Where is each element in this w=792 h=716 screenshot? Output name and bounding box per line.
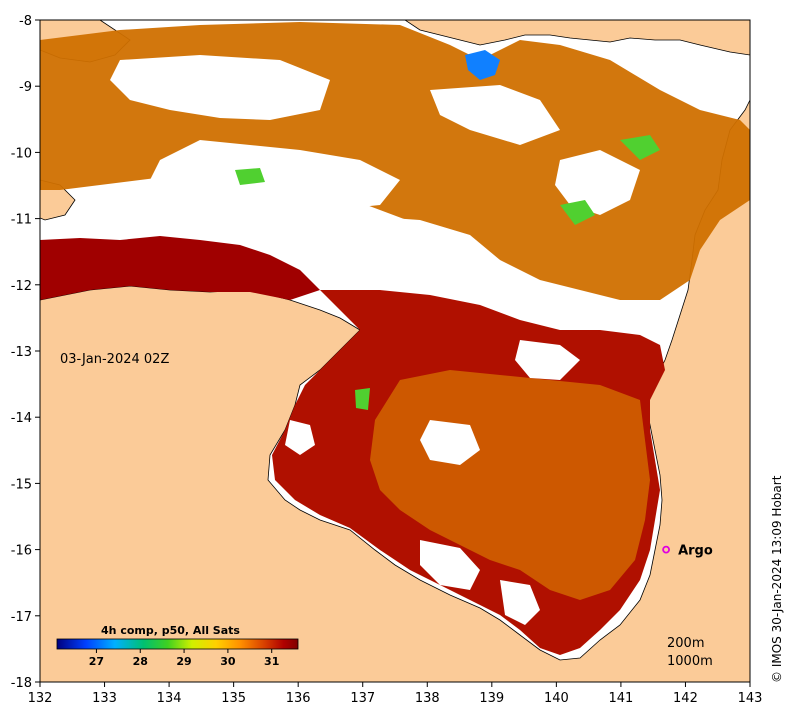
timestamp-label: 03-Jan-2024 02Z [60,352,169,367]
colorbar-tick-label: 27 [89,655,104,668]
x-tick-label: 134 [157,691,182,706]
sst-north-gaps [110,55,640,300]
y-tick-label: -11 [11,213,32,228]
y-tick-label: -17 [11,610,32,625]
colorbar [56,638,299,650]
sst-gulf-gaps [285,340,580,625]
colorbar-tick-label: 29 [176,655,191,668]
argo-marker [662,545,670,554]
x-tick-label: 135 [221,691,246,706]
x-tick-label: 138 [415,691,440,706]
colorbar-tick-label: 31 [264,655,279,668]
y-tick-label: -12 [11,279,32,294]
y-axis: -8 -9 -10 -11 -12 -13 -14 -15 -16 -17 -18 [11,14,40,691]
colorbar-tick-label: 28 [133,655,148,668]
sst-cold-patch [465,50,500,80]
sst-mid-west [40,236,320,300]
x-tick-label: 139 [479,691,504,706]
y-tick-label: -15 [11,477,32,492]
y-tick-label: -18 [11,676,32,691]
x-axis: 132 133 134 135 136 137 138 139 140 141 142 143 [28,682,763,706]
colorbar-ticks: 27 28 29 30 31 [89,649,279,668]
y-tick-label: -9 [19,80,32,95]
y-tick-label: -10 [11,146,32,161]
depth-label-200: 200m [667,636,704,651]
x-tick-label: 142 [673,691,698,706]
y-tick-label: -16 [11,544,32,559]
map-layers: Argo 03-Jan-2024 02Z 200m 1000m 4h comp,… [40,20,750,682]
colorbar-tick-label: 30 [220,655,236,668]
x-tick-label: 141 [608,691,633,706]
y-tick-label: -14 [11,411,32,426]
colorbar-title: 4h comp, p50, All Sats [101,624,240,637]
credit-text: © IMOS 30-Jan-2024 13:09 Hobart [770,475,784,683]
x-tick-label: 137 [350,691,375,706]
argo-label: Argo [678,544,713,559]
x-tick-label: 132 [28,691,53,706]
x-tick-label: 133 [92,691,117,706]
x-tick-label: 136 [286,691,311,706]
land-papua [404,20,750,56]
y-tick-label: -8 [19,14,32,29]
depth-label-1000: 1000m [667,654,713,669]
y-tick-label: -13 [11,345,32,360]
x-tick-label: 140 [544,691,569,706]
x-tick-label: 143 [738,691,763,706]
